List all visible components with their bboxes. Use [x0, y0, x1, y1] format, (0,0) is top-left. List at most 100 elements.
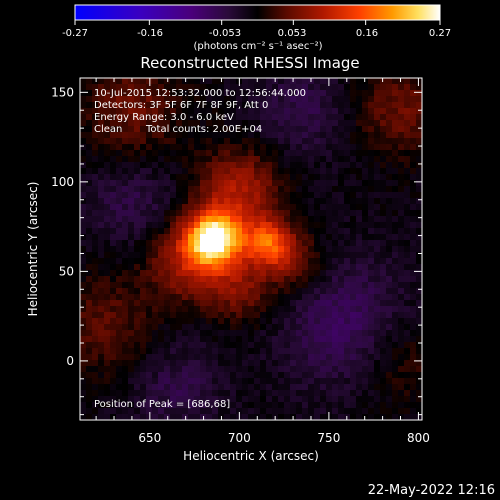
heatmap-cell: [416, 300, 423, 307]
heatmap-cell: [146, 180, 153, 187]
heatmap-cell: [194, 306, 201, 313]
heatmap-cell: [98, 198, 105, 205]
heatmap-cell: [122, 90, 129, 97]
heatmap-cell: [332, 246, 339, 253]
heatmap-cell: [266, 258, 273, 265]
heatmap-cell: [242, 162, 249, 169]
heatmap-cell: [308, 282, 315, 289]
heatmap-cell: [290, 372, 297, 379]
heatmap-cell: [302, 180, 309, 187]
peak-position-label: Position of Peak = [686,68]: [94, 399, 230, 410]
heatmap-cell: [188, 198, 195, 205]
heatmap-cell: [338, 312, 345, 319]
heatmap-cell: [182, 336, 189, 343]
heatmap-cell: [230, 96, 237, 103]
heatmap-cell: [242, 156, 249, 163]
heatmap-cell: [302, 108, 309, 115]
heatmap-cell: [416, 330, 423, 337]
heatmap-cell: [368, 210, 375, 217]
heatmap-cell: [92, 264, 99, 271]
heatmap-cell: [182, 96, 189, 103]
heatmap-cell: [302, 312, 309, 319]
heatmap-cell: [416, 348, 423, 355]
heatmap-cell: [200, 378, 207, 385]
heatmap-cell: [332, 258, 339, 265]
heatmap-cell: [290, 234, 297, 241]
heatmap-cell: [224, 264, 231, 271]
heatmap-cell: [206, 270, 213, 277]
heatmap-cell: [206, 360, 213, 367]
heatmap-cell: [104, 150, 111, 157]
heatmap-cell: [104, 162, 111, 169]
heatmap-cell: [344, 270, 351, 277]
heatmap-cell: [152, 174, 159, 181]
heatmap-cell: [416, 150, 423, 157]
heatmap-cell: [368, 336, 375, 343]
heatmap-cell: [308, 96, 315, 103]
heatmap-cell: [236, 294, 243, 301]
heatmap-cell: [392, 132, 399, 139]
heatmap-cell: [206, 120, 213, 127]
heatmap-cell: [98, 150, 105, 157]
heatmap-cell: [188, 102, 195, 109]
heatmap-cell: [284, 408, 291, 415]
heatmap-cell: [386, 294, 393, 301]
heatmap-cell: [176, 324, 183, 331]
colorbar-tick-label: 0.053: [278, 28, 307, 39]
heatmap-cell: [122, 156, 129, 163]
heatmap-cell: [314, 186, 321, 193]
heatmap-cell: [314, 174, 321, 181]
heatmap-cell: [326, 246, 333, 253]
heatmap-cell: [308, 354, 315, 361]
heatmap-cell: [170, 90, 177, 97]
heatmap-cell: [398, 324, 405, 331]
heatmap-cell: [278, 300, 285, 307]
heatmap-cell: [248, 384, 255, 391]
heatmap-cell: [416, 270, 423, 277]
heatmap-cell: [188, 324, 195, 331]
heatmap-cell: [134, 342, 141, 349]
heatmap-cell: [404, 402, 411, 409]
heatmap-cell: [362, 318, 369, 325]
heatmap-cell: [158, 324, 165, 331]
heatmap-cell: [404, 186, 411, 193]
heatmap-cell: [392, 102, 399, 109]
heatmap-cell: [140, 252, 147, 259]
heatmap-cell: [134, 120, 141, 127]
heatmap-cell: [194, 288, 201, 295]
heatmap-cell: [98, 402, 105, 409]
heatmap-cell: [98, 408, 105, 415]
heatmap-cell: [308, 114, 315, 121]
heatmap-cell: [338, 282, 345, 289]
heatmap-cell: [278, 84, 285, 91]
heatmap-cell: [302, 222, 309, 229]
heatmap-cell: [188, 168, 195, 175]
heatmap-cell: [164, 204, 171, 211]
heatmap-cell: [230, 252, 237, 259]
heatmap-cell: [344, 264, 351, 271]
heatmap-cell: [104, 168, 111, 175]
heatmap-cell: [212, 96, 219, 103]
heatmap-cell: [80, 252, 87, 259]
heatmap-cell: [266, 348, 273, 355]
heatmap-cell: [206, 330, 213, 337]
heatmap-cell: [272, 150, 279, 157]
heatmap-cell: [284, 360, 291, 367]
heatmap-cell: [344, 186, 351, 193]
heatmap-cell: [410, 78, 417, 85]
heatmap-cell: [224, 294, 231, 301]
heatmap-cell: [290, 126, 297, 133]
heatmap-cell: [350, 390, 357, 397]
heatmap-cell: [242, 186, 249, 193]
heatmap-cell: [176, 156, 183, 163]
heatmap-cell: [212, 174, 219, 181]
heatmap-cell: [242, 108, 249, 115]
heatmap-cell: [92, 192, 99, 199]
heatmap-cell: [164, 216, 171, 223]
heatmap-cell: [140, 84, 147, 91]
heatmap-cell: [122, 204, 129, 211]
heatmap-cell: [368, 354, 375, 361]
heatmap-cell: [188, 294, 195, 301]
heatmap-cell: [416, 366, 423, 373]
heatmap-cell: [212, 402, 219, 409]
